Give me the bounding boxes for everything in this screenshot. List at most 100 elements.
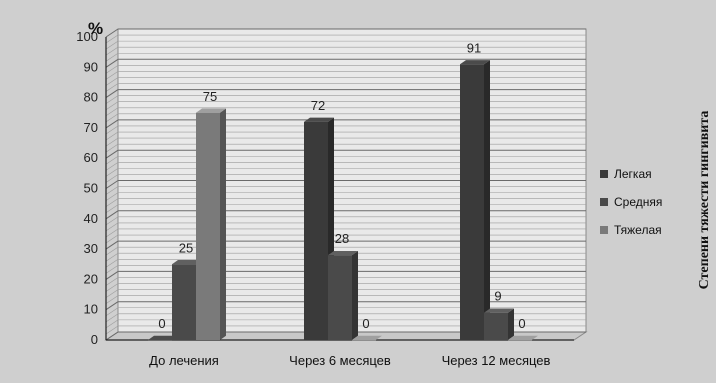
- legend-swatch: [600, 170, 608, 178]
- gridline-side: [105, 289, 119, 298]
- legend-swatch: [600, 198, 608, 206]
- gridline-side: [105, 46, 119, 56]
- y-tick-label: 30: [84, 241, 98, 256]
- gridline-side: [105, 198, 119, 207]
- gridline-side: [105, 28, 119, 38]
- gridline-side: [105, 162, 119, 171]
- y-axis-unit: %: [88, 19, 103, 38]
- gridline-side: [105, 58, 119, 68]
- bar: [460, 64, 484, 341]
- gridline-side: [105, 137, 119, 147]
- bar-top: [460, 60, 490, 65]
- bar-top: [304, 117, 334, 122]
- y-tick-label: 90: [84, 59, 98, 74]
- gridline-side: [105, 131, 119, 141]
- data-label: 28: [335, 231, 349, 246]
- legend-label: Тяжелая: [614, 223, 662, 237]
- y-tick-label: 100: [76, 29, 98, 44]
- bar-top: [328, 250, 358, 256]
- bar: [508, 340, 532, 341]
- gridline-side: [105, 119, 119, 129]
- bar: [196, 112, 220, 340]
- data-label: 0: [158, 316, 165, 331]
- legend-swatch: [600, 226, 608, 234]
- bar: [172, 264, 196, 340]
- gridline-side: [105, 265, 119, 274]
- gridline-side: [105, 252, 119, 262]
- gridline-side: [105, 204, 119, 213]
- bar-top: [484, 308, 514, 313]
- gridline-side: [105, 186, 119, 195]
- bar-top: [508, 335, 538, 340]
- bar-side: [508, 308, 514, 340]
- gridline-side: [105, 77, 119, 86]
- gridline-side: [105, 149, 119, 159]
- gridline-side: [105, 89, 119, 99]
- gridline-side: [105, 34, 119, 44]
- y-tick-label: 80: [84, 90, 98, 105]
- data-label: 91: [467, 40, 481, 55]
- gridline-side: [105, 246, 119, 256]
- bar: [328, 255, 352, 340]
- gridline-side: [105, 174, 119, 183]
- gridline-side: [105, 65, 119, 74]
- y-tick-label: 60: [84, 150, 98, 165]
- gridline-side: [105, 125, 119, 135]
- data-label: 9: [494, 289, 501, 304]
- gridline-side: [105, 222, 119, 232]
- x-category-label: До лечения: [149, 353, 219, 368]
- gridline-side: [105, 319, 119, 329]
- gridline-side: [105, 143, 119, 153]
- gridline-side: [105, 283, 119, 292]
- y-tick-label: 0: [91, 332, 98, 347]
- bar-top: [172, 260, 202, 265]
- gridline-side: [105, 240, 119, 250]
- bar-side: [352, 250, 358, 340]
- gridline-side: [105, 277, 119, 286]
- data-label: 75: [203, 89, 217, 104]
- gridline-side: [105, 156, 119, 165]
- gridline-side: [105, 301, 119, 311]
- data-label: 0: [362, 316, 369, 331]
- x-category-label: Через 12 месяцев: [442, 353, 551, 368]
- legend: Легкая Средняя Тяжелая: [600, 167, 662, 237]
- gridline-side: [105, 228, 119, 238]
- legend-label: Легкая: [614, 167, 652, 181]
- data-label: 72: [311, 98, 325, 113]
- gridline-side: [105, 101, 119, 110]
- bar: [148, 340, 172, 341]
- legend-title: Степени тяжести гингивита: [697, 111, 712, 290]
- gridline-side: [105, 180, 119, 189]
- y-tick-label: 20: [84, 271, 98, 286]
- gridline-side: [105, 259, 119, 268]
- x-category-label: Через 6 месяцев: [289, 353, 391, 368]
- bar-top: [196, 108, 226, 113]
- gridline-side: [105, 270, 119, 280]
- gridline-side: [105, 95, 119, 104]
- gridline-side: [105, 234, 119, 244]
- bar-top: [148, 335, 178, 340]
- gridline-side: [105, 210, 119, 220]
- gridline-side: [105, 313, 119, 323]
- legend-label: Средняя: [614, 195, 662, 209]
- data-label: 25: [179, 240, 193, 255]
- y-tick-label: 10: [84, 302, 98, 317]
- gridline-side: [105, 40, 119, 50]
- bar-side: [220, 108, 226, 340]
- data-label: 0: [518, 316, 525, 331]
- gridline-side: [105, 307, 119, 317]
- bar-top: [352, 335, 382, 340]
- gridline-side: [105, 192, 119, 201]
- y-tick-label: 50: [84, 181, 98, 196]
- gridline-side: [105, 113, 119, 123]
- bar: [352, 340, 376, 341]
- bar-side: [484, 60, 490, 340]
- gridline-side: [105, 83, 119, 92]
- gridline-side: [105, 295, 119, 304]
- y-tick-label: 70: [84, 120, 98, 135]
- gridline-side: [105, 325, 119, 335]
- gridline-side: [105, 216, 119, 226]
- bar: [304, 121, 328, 340]
- gridline-side: [105, 168, 119, 177]
